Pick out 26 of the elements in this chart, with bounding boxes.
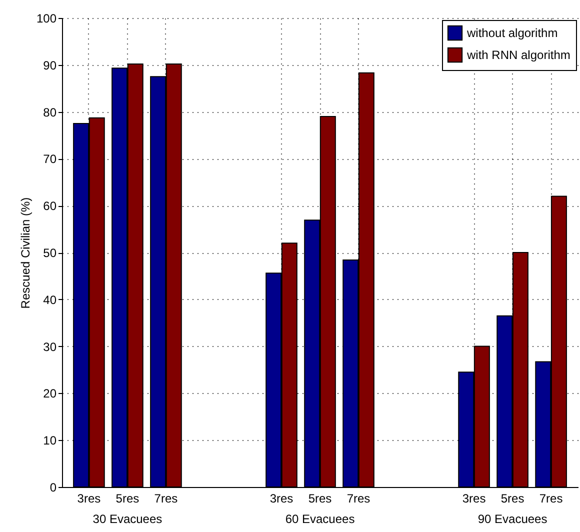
y-tick-label: 50 <box>43 246 57 260</box>
y-tick-label: 30 <box>43 340 57 354</box>
y-tick-label: 10 <box>43 434 57 448</box>
y-axis-title: Rescued Civilian (%) <box>18 197 32 309</box>
y-tick-label: 100 <box>36 12 57 26</box>
x-tick-label: 3res <box>270 492 294 506</box>
x-tick-label: 5res <box>500 492 524 506</box>
y-tick-label: 70 <box>43 152 57 166</box>
y-tick-label: 60 <box>43 199 57 214</box>
x-tick-label: 7res <box>346 492 370 506</box>
x-tick-label: 5res <box>116 492 140 506</box>
x-tick-label: 7res <box>539 492 563 506</box>
text: 30 Evacuees <box>92 512 162 526</box>
legend-label: with RNN algorithm <box>466 48 570 62</box>
legend-label: without algorithm <box>466 26 558 40</box>
text: 60 Evacuees <box>285 512 355 526</box>
text: 90 Evacuees <box>478 512 548 526</box>
y-tick-label: 40 <box>43 292 57 307</box>
y-tick-label: 0 <box>50 480 57 494</box>
y-tick-label: 90 <box>43 58 57 72</box>
x-tick-label: 3res <box>462 492 486 506</box>
y-tick-label: 80 <box>43 105 57 120</box>
y-tick-label: 20 <box>43 386 57 401</box>
x-tick-label: 7res <box>154 492 178 506</box>
x-tick-label: 3res <box>77 492 101 506</box>
x-tick-label: 5res <box>308 492 332 506</box>
